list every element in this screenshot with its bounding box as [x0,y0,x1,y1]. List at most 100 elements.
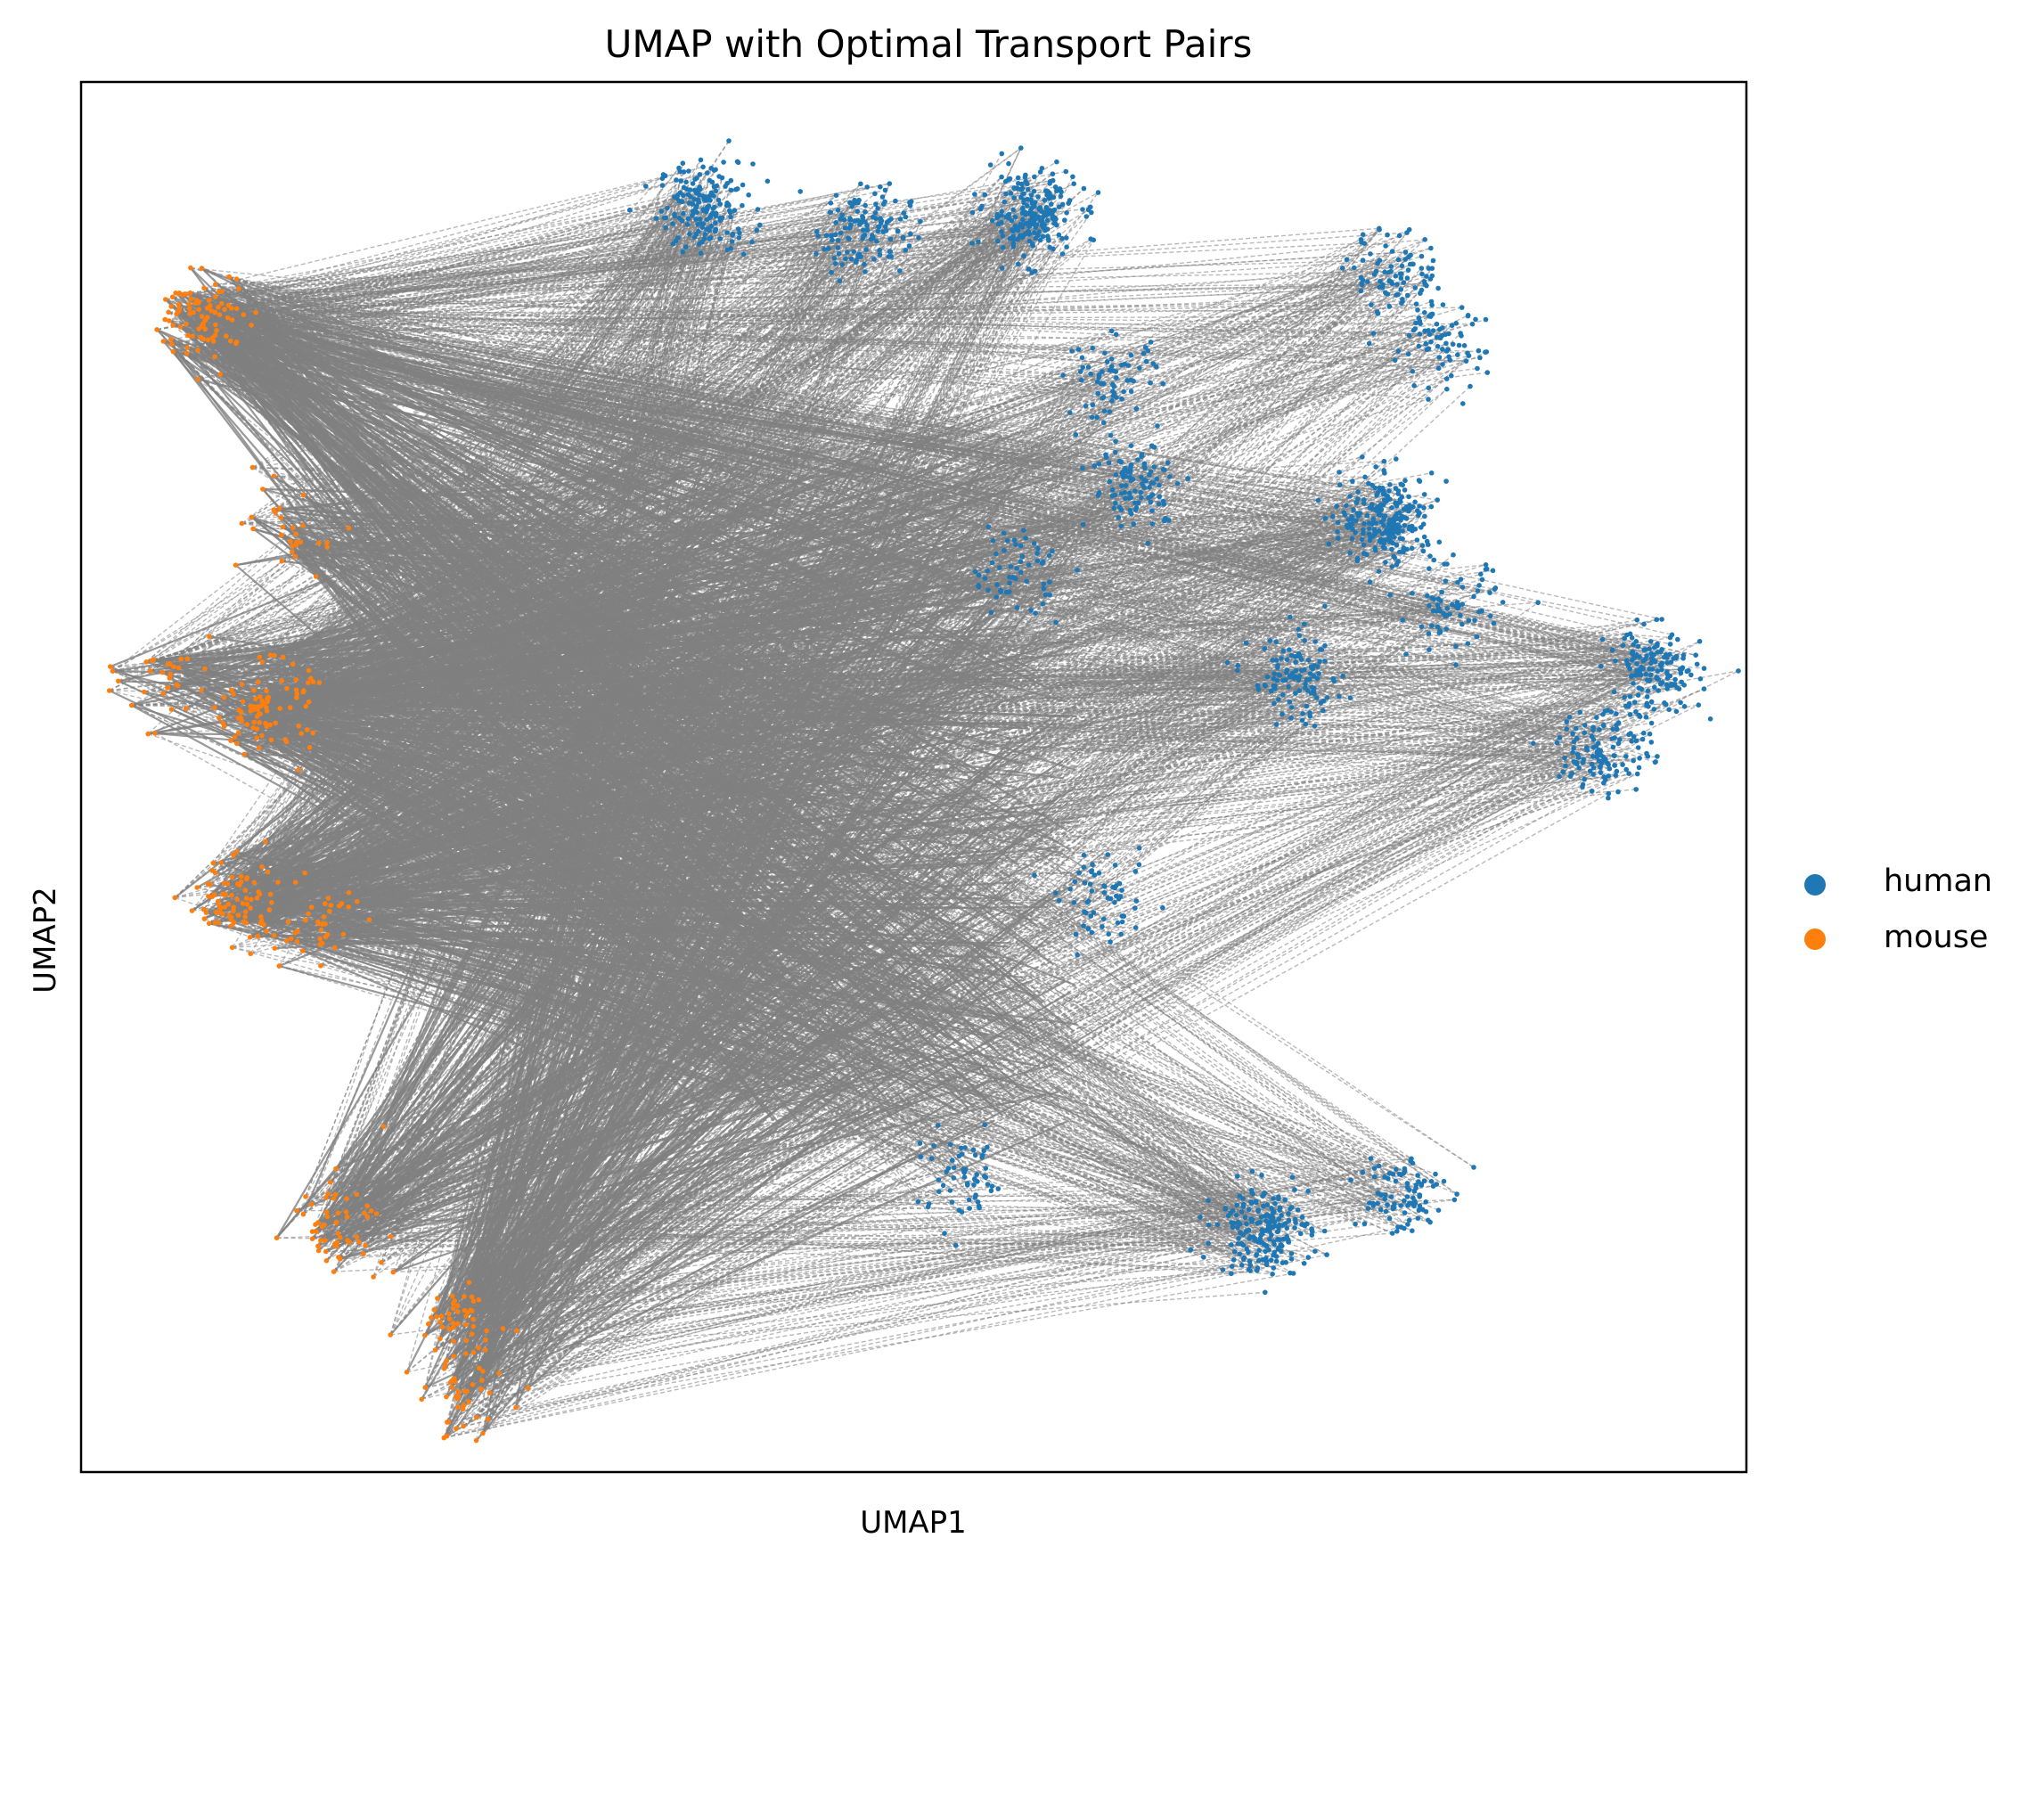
data-point-human [1329,513,1336,519]
data-point-human [908,231,913,237]
data-point-human [1372,485,1378,491]
data-point-human [700,164,706,170]
data-point-human [754,227,760,233]
data-point-human [658,209,665,214]
data-point-human [1444,386,1450,392]
data-point-human [1033,610,1038,616]
data-point-human [665,205,670,211]
data-point-human [1406,332,1412,339]
data-point-human [1383,560,1388,565]
data-point-human [685,216,691,222]
data-point-human [1128,352,1134,358]
data-point-human [1360,258,1366,263]
data-point-human [1007,574,1012,580]
pair-line [473,1291,1265,1354]
data-point-human [1262,646,1268,651]
data-point-human [1359,282,1365,288]
data-point-human [1398,275,1404,282]
data-point-human [1128,389,1134,395]
data-point-human [1320,708,1326,714]
data-point-human [1680,656,1686,661]
data-point-human [1305,658,1312,663]
data-point-human [1412,499,1418,505]
data-point-human [1631,642,1637,648]
pair-line [197,887,1388,1180]
data-point-human [1288,705,1295,710]
data-point-human [1024,578,1029,585]
data-point-human [1369,502,1375,507]
data-point-human [1417,479,1423,484]
data-point-human [1028,192,1034,198]
data-point-human [1107,409,1113,414]
data-point-human [730,231,736,237]
data-point-human [1424,274,1429,279]
data-point-human [1148,380,1153,386]
data-point-human [1123,495,1128,502]
data-point-human [814,228,820,234]
data-point-human [1443,340,1449,347]
data-point-human [1410,368,1415,374]
data-point-human [835,208,841,213]
data-point-human [1003,214,1010,220]
data-point-human [737,230,742,236]
data-point-human [1132,500,1138,506]
data-point-human [740,182,746,188]
data-point-human [1126,467,1132,473]
data-point-human [1381,540,1387,546]
data-point-human [1315,497,1321,503]
data-point-human [1284,657,1290,662]
data-point-human [713,188,719,194]
data-point-human [1080,465,1085,471]
pair-line [476,792,1609,1419]
data-point-human [1476,609,1482,615]
data-point-human [1025,181,1030,187]
data-point-human [1675,636,1680,642]
data-point-human [1627,712,1633,717]
data-point-human [1429,273,1435,279]
data-point-human [995,238,1001,244]
data-point-human [1436,605,1442,611]
data-point-human [1280,711,1285,717]
data-point-human [1400,618,1405,623]
data-point-human [1006,160,1011,167]
data-point-human [685,192,691,198]
data-point-human [1036,229,1042,235]
data-point-human [1440,325,1445,331]
data-point-human [1664,660,1670,666]
data-point-human [1409,545,1415,552]
data-point-human [1396,233,1402,239]
data-point-human [872,191,878,197]
data-point-human [1430,258,1436,264]
data-point-human [676,165,682,171]
pair-line [323,217,1056,918]
data-point-human [717,236,724,241]
data-point-human [1080,364,1085,371]
data-point-human [1032,230,1037,235]
data-point-human [1679,679,1684,685]
data-point-human [729,239,735,244]
data-point-human [990,538,996,544]
data-point-human [1398,481,1404,487]
data-point-human [1347,494,1353,499]
data-point-human [1443,578,1449,584]
data-point-human [1707,716,1713,722]
data-point-human [1015,227,1021,233]
data-point-human [1643,715,1649,720]
data-point-human [1382,545,1387,551]
data-point-human [1410,591,1415,596]
data-point-human [1403,651,1409,657]
data-point-human [1114,375,1119,380]
data-point-human [1408,261,1413,267]
data-point-human [1397,536,1403,542]
data-point-human [1287,647,1292,652]
data-point-human [1352,265,1357,271]
data-point-human [1108,432,1114,438]
data-point-human [663,225,668,231]
data-point-human [1035,545,1041,552]
data-point-human [1095,390,1101,397]
data-point-human [897,268,903,274]
data-point-human [707,225,712,232]
data-point-human [1125,363,1132,368]
data-point-human [1370,331,1377,336]
data-point-human [841,217,847,223]
